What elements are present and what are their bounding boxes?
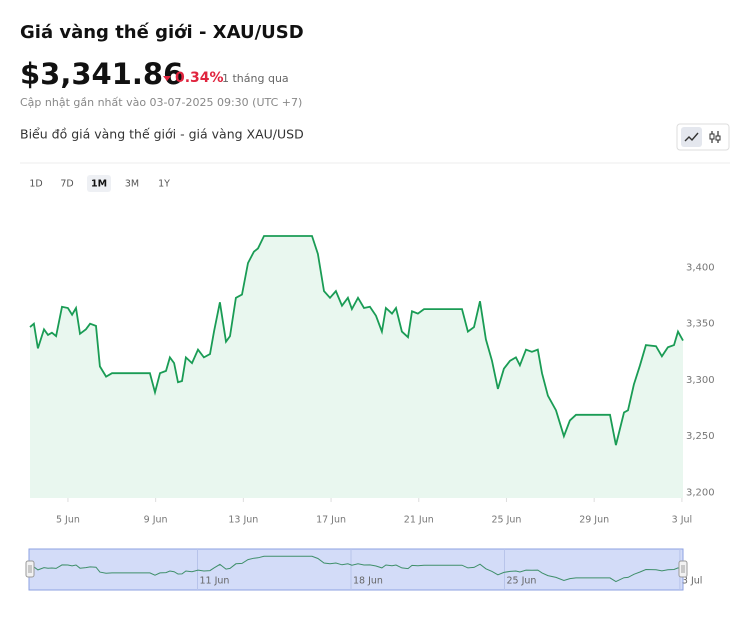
x-tick-label: 25 Jun bbox=[492, 515, 522, 526]
price: $3,341.86 bbox=[20, 57, 183, 91]
handle-grip bbox=[28, 565, 32, 573]
navigator-label: 3 Jul bbox=[682, 576, 703, 587]
x-tick-label: 21 Jun bbox=[404, 515, 434, 526]
navigator-line bbox=[29, 555, 684, 583]
chart-heading: Biểu đồ giá vàng thế giới - giá vàng XAU… bbox=[20, 127, 304, 142]
down-arrow bbox=[163, 76, 171, 81]
y-tick-label: 3,400 bbox=[686, 262, 715, 273]
line-icon-bg bbox=[681, 127, 702, 147]
x-tick-label: 9 Jun bbox=[144, 515, 168, 526]
period: 1 tháng qua bbox=[222, 72, 289, 85]
range-button[interactable]: 1Y bbox=[158, 179, 170, 190]
navigator-handle[interactable] bbox=[25, 560, 35, 578]
handle-grip bbox=[681, 565, 685, 573]
candle-icon-b bbox=[715, 135, 721, 141]
x-tick-label: 5 Jun bbox=[56, 515, 80, 526]
line-icon[interactable] bbox=[684, 132, 699, 142]
range-button[interactable]: 3M bbox=[125, 179, 139, 190]
title: Giá vàng thế giới - XAU/USD bbox=[20, 22, 304, 43]
change: 0.34% bbox=[175, 70, 224, 86]
y-tick-label: 3,350 bbox=[686, 319, 715, 330]
y-tick-label: 3,300 bbox=[686, 375, 715, 386]
x-tick-label: 17 Jun bbox=[316, 515, 346, 526]
y-tick-label: 3,200 bbox=[686, 487, 715, 498]
navigator-label: 25 Jun bbox=[506, 576, 536, 587]
range-button[interactable]: 7D bbox=[60, 179, 73, 190]
y-tick-label: 3,250 bbox=[686, 431, 715, 442]
area bbox=[30, 236, 683, 498]
price-line bbox=[29, 235, 684, 446]
x-tick-label: 29 Jun bbox=[579, 515, 609, 526]
navigator-label: 11 Jun bbox=[199, 576, 229, 587]
candle-icon-a bbox=[709, 133, 715, 140]
navigator-label: 18 Jun bbox=[353, 576, 383, 587]
x-tick-label: 3 Jul bbox=[672, 515, 693, 526]
navigator-handle[interactable] bbox=[678, 560, 688, 578]
range-button[interactable]: 1D bbox=[29, 179, 42, 190]
updated: Cập nhật gần nhất vào 03-07-2025 09:30 (… bbox=[20, 96, 302, 109]
x-tick-label: 13 Jun bbox=[228, 515, 258, 526]
range-button[interactable]: 1M bbox=[91, 179, 107, 190]
range-selected-bg bbox=[87, 175, 111, 192]
